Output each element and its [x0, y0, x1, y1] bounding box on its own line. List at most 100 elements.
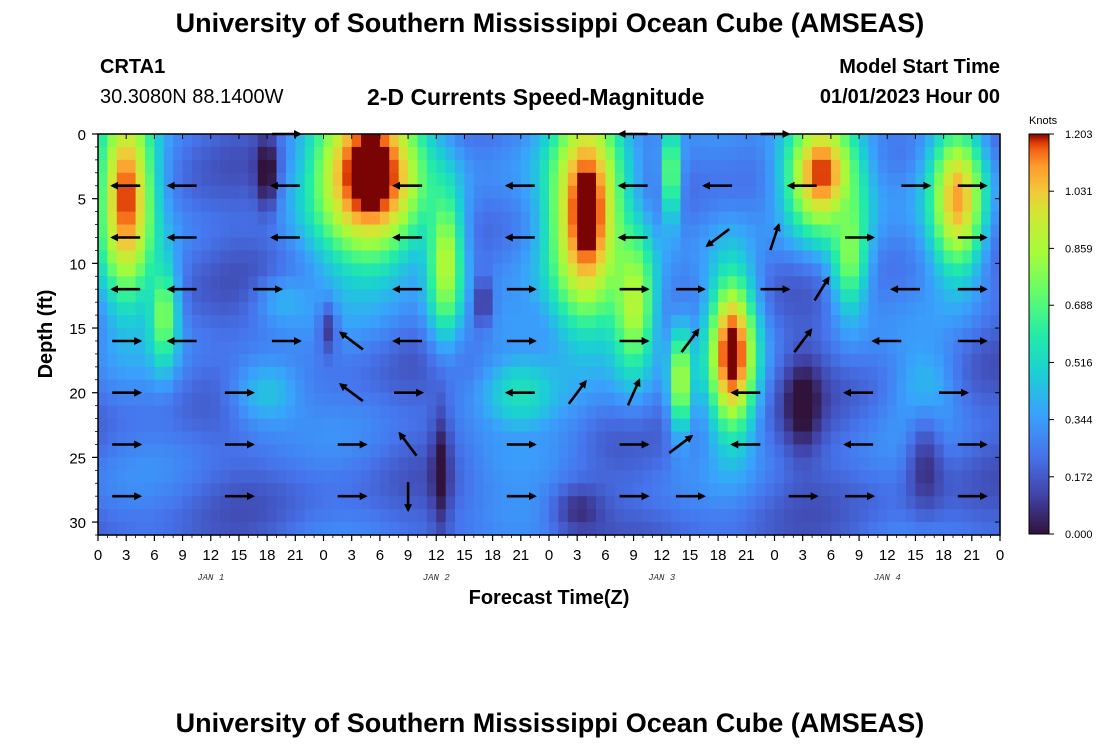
heatmap-cell [436, 366, 447, 381]
heatmap-cell [502, 237, 513, 252]
heatmap-cell [614, 237, 625, 252]
heatmap-cell [257, 250, 268, 264]
heatmap-cell [718, 366, 729, 381]
heatmap-cell [520, 172, 531, 187]
heatmap-cell [577, 418, 588, 433]
heatmap-cell [379, 509, 390, 523]
heatmap-cell [614, 250, 625, 264]
heatmap-cell [558, 392, 569, 407]
heatmap-cell [473, 457, 484, 471]
heatmap-cell [502, 211, 513, 226]
heatmap-cell [220, 509, 231, 523]
heatmap-cell [849, 224, 860, 239]
heatmap-cell [877, 444, 888, 458]
heatmap-cell [924, 392, 935, 407]
heatmap-cell [285, 496, 296, 510]
heatmap-cell [765, 483, 776, 497]
heatmap-cell [990, 159, 1001, 174]
heatmap-cell [436, 431, 447, 446]
heatmap-cell [126, 250, 137, 264]
heatmap-cell [98, 509, 108, 523]
heatmap-cell [765, 302, 776, 316]
heatmap-cell [736, 483, 747, 497]
heatmap-cell [718, 470, 729, 484]
heatmap-cell [624, 496, 635, 510]
heatmap-cell [680, 522, 691, 536]
heatmap-cell [520, 444, 531, 458]
heatmap-cell [295, 302, 306, 316]
heatmap-cell [220, 276, 231, 290]
heatmap-cell [417, 483, 428, 497]
heatmap-cell [408, 315, 419, 329]
heatmap-cell [962, 224, 973, 239]
heatmap-cell [342, 263, 353, 277]
heatmap-cell [708, 366, 719, 381]
heatmap-cell [962, 263, 973, 277]
heatmap-cell [624, 522, 635, 536]
heatmap-cell [577, 470, 588, 484]
heatmap-cell [577, 340, 588, 355]
heatmap-cell [351, 315, 362, 329]
heatmap-cell [567, 146, 578, 161]
heatmap-cell [539, 353, 550, 368]
heatmap-cell [492, 263, 503, 277]
heatmap-cell [577, 457, 588, 471]
heatmap-cell [154, 224, 165, 239]
heatmap-cell [614, 418, 625, 433]
heatmap-cell [314, 134, 325, 148]
heatmap-cell [802, 198, 813, 213]
heatmap-cell [953, 237, 964, 252]
heatmap-cell [370, 211, 381, 226]
heatmap-cell [98, 146, 108, 161]
heatmap-cell [530, 470, 541, 484]
heatmap-cell [896, 379, 907, 394]
heatmap-cell [586, 328, 597, 342]
heatmap-cell [624, 289, 635, 303]
heatmap-cell [107, 457, 118, 471]
heatmap-cell [558, 185, 569, 200]
heatmap-cell [238, 418, 249, 433]
heatmap-cell [605, 159, 616, 174]
heatmap-cell [229, 522, 240, 536]
heatmap-cell [107, 237, 118, 252]
heatmap-cell [276, 496, 287, 510]
heatmap-cell [586, 392, 597, 407]
heatmap-cell [549, 185, 559, 200]
heatmap-cell [934, 496, 945, 510]
heatmap-cell [154, 185, 165, 200]
heatmap-cell [379, 366, 390, 381]
heatmap-cell [765, 496, 776, 510]
heatmap-cell [455, 457, 466, 471]
heatmap-cell [849, 418, 860, 433]
heatmap-cell [464, 509, 475, 523]
heatmap-cell [220, 302, 231, 316]
heatmap-cell [511, 224, 522, 239]
heatmap-cell [163, 146, 174, 161]
heatmap-cell [971, 198, 982, 213]
heatmap-cell [821, 224, 832, 239]
heatmap-cell [652, 340, 663, 355]
heatmap-cell [671, 237, 682, 252]
heatmap-cell [896, 470, 907, 484]
heatmap-cell [473, 289, 484, 303]
heatmap-cell [144, 198, 155, 213]
heatmap-cell [859, 444, 870, 458]
heatmap-cell [361, 418, 372, 433]
heatmap-cell [445, 431, 456, 446]
heatmap-cell [868, 276, 879, 290]
y-tick-label: 10 [69, 256, 86, 273]
heatmap-cell [126, 431, 137, 446]
heatmap-cell [567, 366, 578, 381]
heatmap-cell [624, 328, 635, 342]
heatmap-cell [990, 276, 1001, 290]
heatmap-cell [445, 302, 456, 316]
heatmap-cell [661, 146, 672, 161]
heatmap-cell [511, 159, 522, 174]
heatmap-cell [398, 134, 409, 148]
heatmap-cell [304, 315, 315, 329]
heatmap-cell [408, 172, 419, 187]
model-start-value: 01/01/2023 Hour 00 [819, 86, 1000, 108]
heatmap-cell [492, 392, 503, 407]
heatmap-cell [727, 418, 738, 433]
heatmap-cell [173, 159, 184, 174]
